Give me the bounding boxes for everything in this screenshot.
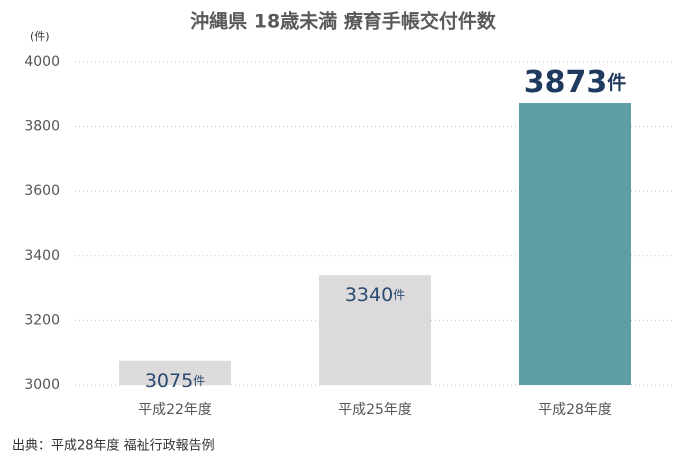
y-axis-label: (件)	[30, 30, 50, 43]
data-label: 3873件	[524, 65, 627, 100]
y-tick-label: 3600	[24, 183, 60, 199]
x-tick-label: 平成28年度	[538, 402, 612, 418]
bar	[519, 103, 631, 386]
data-label: 3340件	[345, 284, 405, 306]
data-label-value: 3873	[524, 65, 608, 100]
y-tick-label: 4000	[24, 54, 60, 70]
data-label-unit: 件	[607, 71, 626, 94]
y-tick-label: 3000	[24, 377, 60, 393]
data-label-unit: 件	[193, 373, 205, 387]
data-label-value: 3075	[145, 369, 193, 391]
bar	[119, 360, 231, 385]
chart-title: 沖縄県 18歳未満 療育手帳交付件数	[190, 10, 497, 33]
y-tick-label: 3400	[24, 248, 60, 264]
source-note: 出典：平成28年度 福祉行政報告例	[12, 438, 215, 454]
y-tick-label: 3200	[24, 312, 60, 328]
y-tick-label: 3800	[24, 119, 60, 135]
x-tick-label: 平成22年度	[138, 402, 212, 418]
x-tick-label: 平成25年度	[338, 402, 412, 418]
data-label: 3075件	[145, 369, 205, 391]
bar	[319, 275, 431, 385]
data-label-unit: 件	[393, 288, 405, 302]
data-label-value: 3340	[345, 284, 393, 306]
